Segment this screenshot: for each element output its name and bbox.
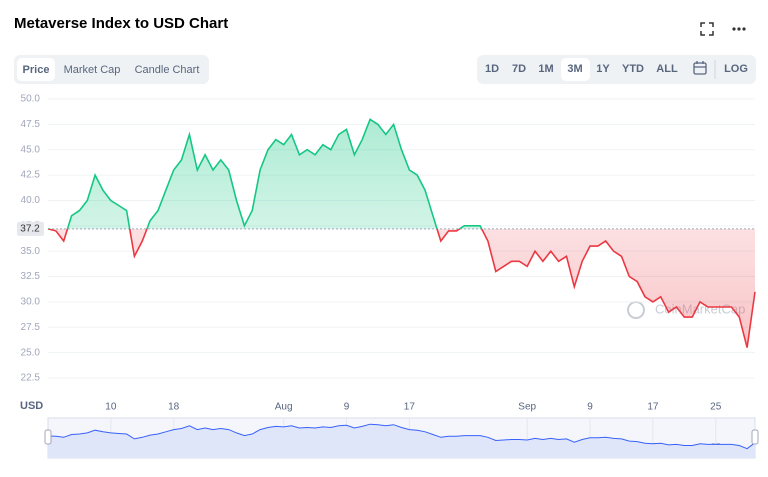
x-tick-label: Aug: [275, 402, 293, 413]
range-button[interactable]: 1M: [538, 63, 553, 75]
navigator-line: [47, 423, 756, 450]
tab-group: [14, 55, 209, 84]
tab[interactable]: Candle Chart: [135, 64, 200, 76]
x-tick-label: Sep: [518, 402, 536, 413]
y-tick-label: 32.5: [21, 271, 41, 282]
navigator-handle-right[interactable]: [751, 429, 759, 445]
more-icon[interactable]: [732, 27, 746, 31]
chart-title: Metaverse Index to USD Chart: [14, 15, 228, 32]
y-tick-label: 45.0: [21, 144, 41, 155]
y-tick-label: 47.5: [21, 119, 41, 130]
range-button[interactable]: 7D: [512, 63, 526, 75]
navigator-handle-left[interactable]: [44, 429, 52, 445]
x-tick-label: 17: [404, 402, 416, 413]
y-tick-label: 22.5: [21, 373, 41, 384]
range-button[interactable]: 3M: [567, 63, 582, 75]
range-button[interactable]: ALL: [656, 63, 678, 75]
log-button[interactable]: LOG: [724, 63, 748, 75]
y-tick-label: 27.5: [21, 322, 41, 333]
y-tick-label: 42.5: [21, 170, 41, 181]
baseline-label-bg: [17, 221, 44, 236]
area-down: [48, 228, 755, 348]
axis-label: USD: [20, 400, 43, 412]
y-tick-label: 30.0: [21, 297, 41, 308]
x-tick-label: 9: [344, 402, 350, 413]
y-tick-label: 25.0: [21, 347, 41, 358]
tab[interactable]: Market Cap: [64, 64, 121, 76]
area-up: [67, 119, 482, 229]
y-tick-label: 40.0: [21, 195, 41, 206]
navigator-area: [48, 424, 755, 458]
x-tick-label: 25: [710, 402, 722, 413]
watermark-logo: [627, 301, 645, 319]
tab[interactable]: Price: [23, 64, 50, 76]
x-tick-label: 17: [647, 402, 659, 413]
range-button[interactable]: 1D: [485, 63, 499, 75]
active-range: [561, 58, 590, 81]
baseline-label: 37.2: [20, 224, 40, 235]
x-tick-label: 10: [105, 402, 117, 413]
y-tick-label: 35.0: [21, 246, 41, 257]
active-tab: [17, 58, 55, 81]
range-button[interactable]: 1Y: [596, 63, 610, 75]
fullscreen-icon[interactable]: [700, 22, 714, 36]
price-line-up: [48, 118, 483, 229]
calendar-icon[interactable]: [693, 61, 707, 75]
x-tick-label: 9: [587, 402, 593, 413]
y-tick-label: 50.0: [21, 94, 41, 105]
x-tick-label: 18: [168, 402, 180, 413]
range-group: [477, 55, 756, 84]
price-line-down: [47, 228, 756, 348]
range-button[interactable]: YTD: [622, 63, 644, 75]
